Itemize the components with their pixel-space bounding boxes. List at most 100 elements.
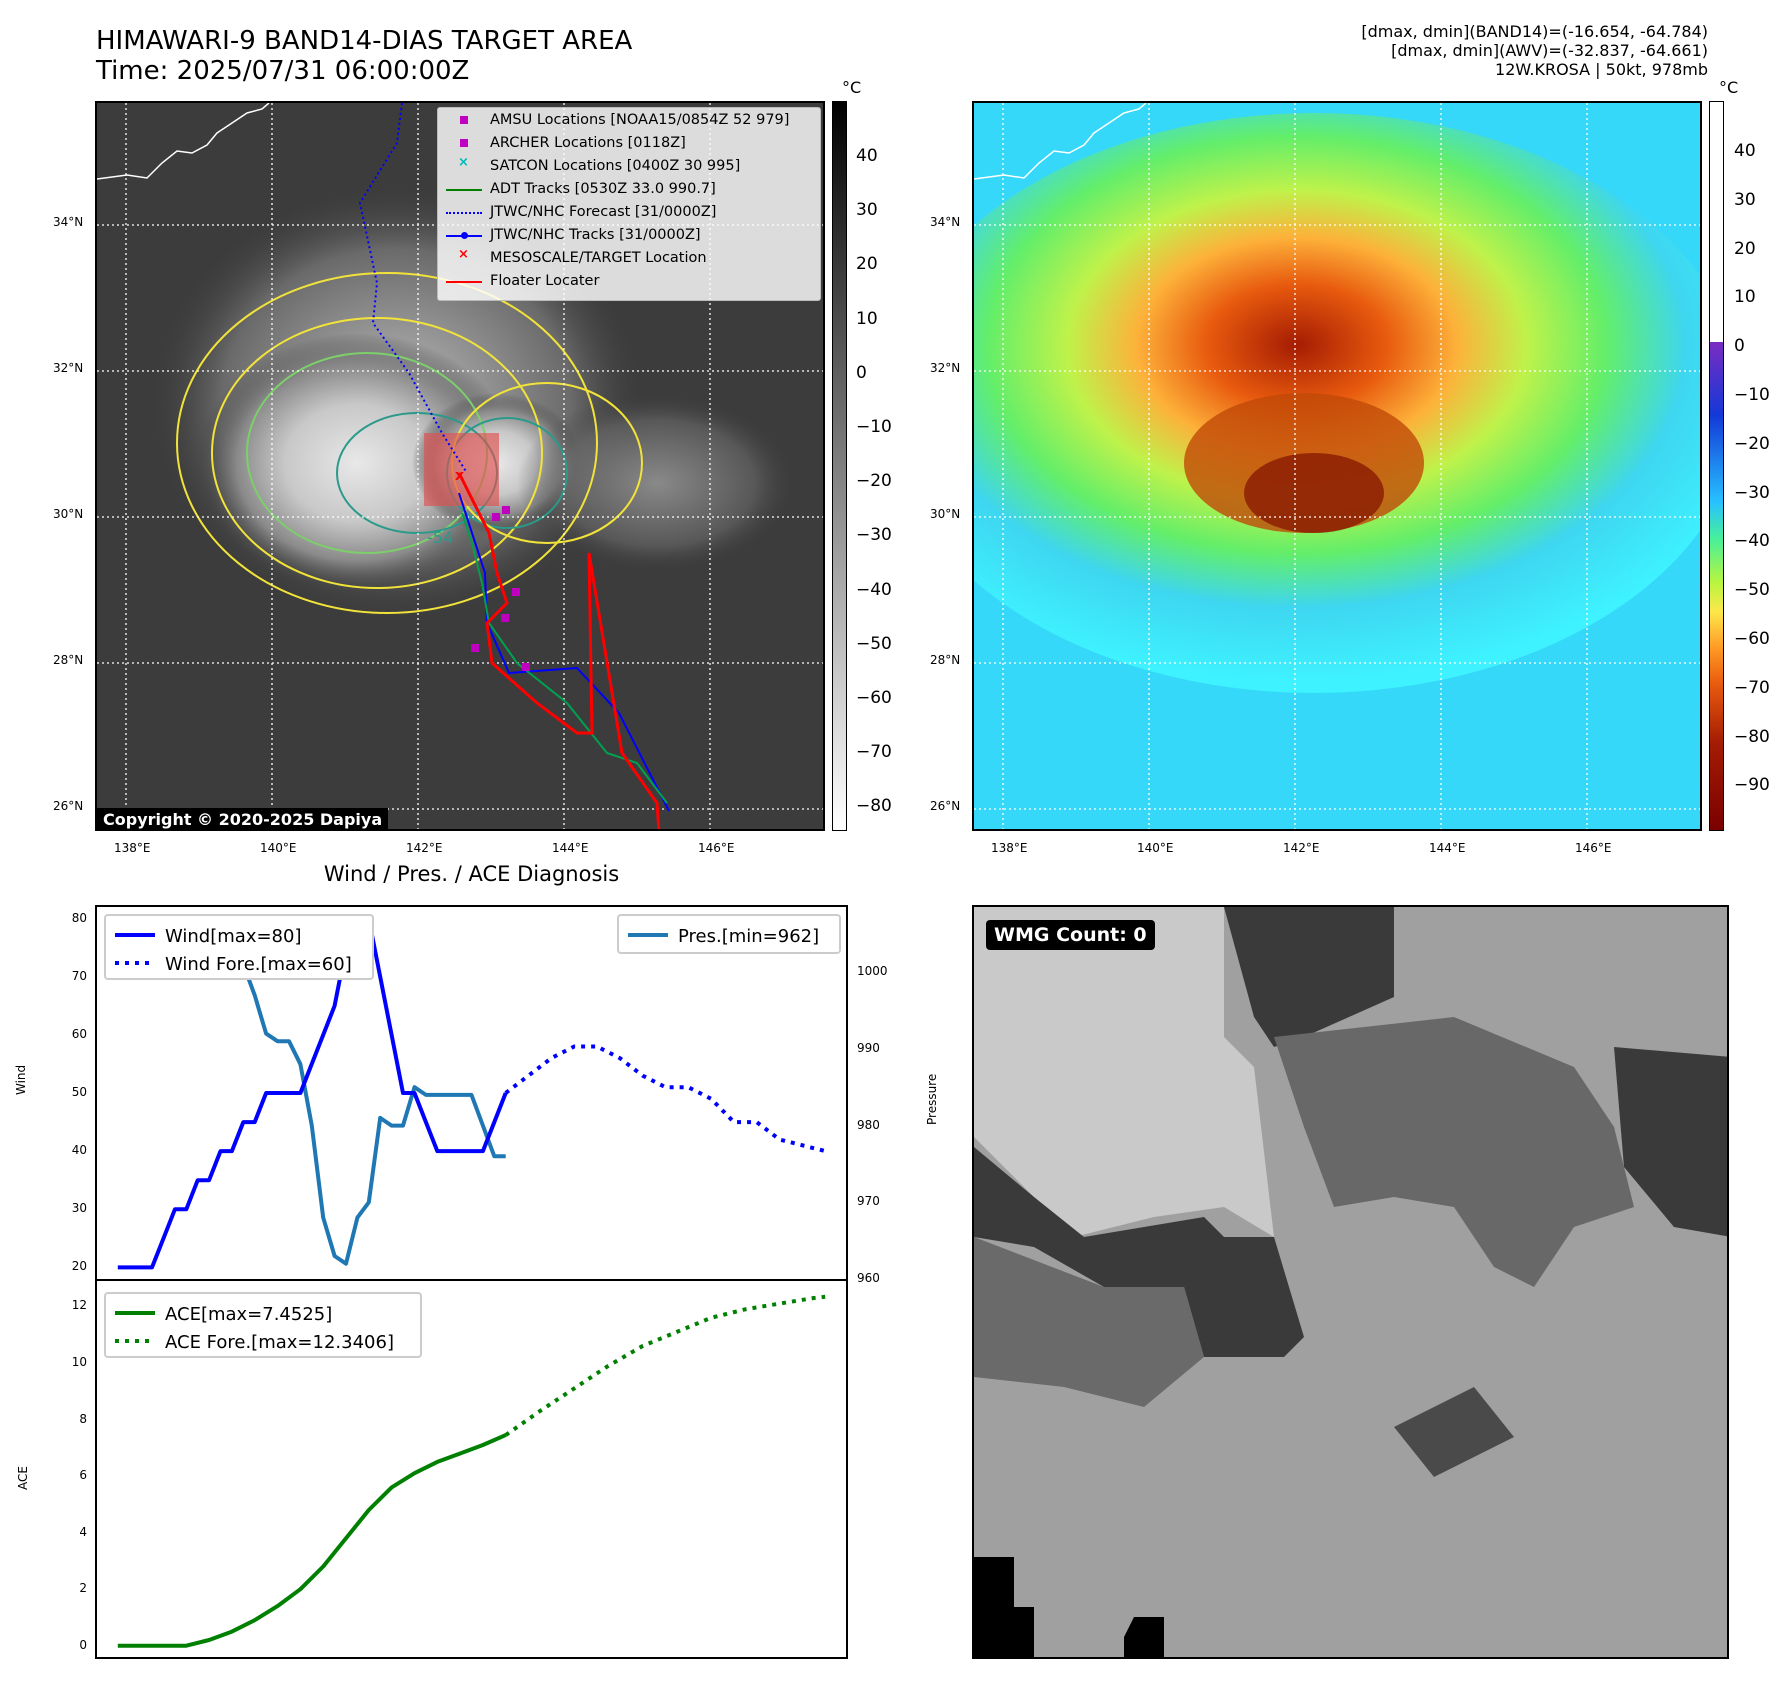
awv-colorbar-tick-label: −80 bbox=[1734, 726, 1770, 747]
wind-tick-label: 20 bbox=[71, 1259, 87, 1274]
awv-colorbar-tick-label: −40 bbox=[1734, 531, 1770, 552]
pressure-tick-label: 990 bbox=[857, 1040, 880, 1055]
wind-forecast-line bbox=[504, 1044, 826, 1154]
awv-colorbar-tick-label: −10 bbox=[1734, 385, 1770, 405]
legend-label: Wind[max=80] bbox=[165, 926, 302, 947]
title-line-2: Time: 2025/07/31 06:00:00Z bbox=[96, 56, 470, 86]
plot-frame bbox=[95, 905, 848, 1659]
lon-tick-label: 144°E bbox=[552, 841, 589, 855]
lon-tick-label: 144°E bbox=[1429, 841, 1466, 855]
lon-tick-label: 138°E bbox=[991, 841, 1028, 855]
lat-tick-label: 32°N bbox=[53, 361, 84, 375]
lon-tick-label: 146°E bbox=[1575, 841, 1612, 855]
wind-axis-label: Wind bbox=[14, 1064, 28, 1095]
awv-colorbar-tick-label: 0 bbox=[1734, 336, 1745, 357]
ace-forecast-line bbox=[504, 1294, 826, 1437]
ir-colorbar-tick-label: −30 bbox=[856, 525, 892, 546]
diagnosis-title: Wind / Pres. / ACE Diagnosis bbox=[323, 862, 620, 886]
awv-colorbar-tick-label: −60 bbox=[1734, 629, 1770, 649]
diagnosis-plot: Wind[max=80] Wind Fore.[max=60] Pres.[min=… bbox=[95, 905, 848, 1659]
awv-colorbar-tick-label: 40 bbox=[1734, 141, 1756, 161]
legend-item-tracks: JTWC/NHC Tracks [31/0000Z] bbox=[446, 227, 701, 249]
square-marker-icon bbox=[446, 135, 482, 151]
wmg-count-badge: WMG Count: 0 bbox=[986, 920, 1155, 950]
pressure-tick-label: 970 bbox=[857, 1194, 880, 1209]
amsu-markers bbox=[471, 506, 530, 671]
legend-label: Wind Fore.[max=60] bbox=[165, 954, 352, 975]
dotted-line-icon bbox=[446, 204, 482, 220]
pressure-legend bbox=[617, 914, 841, 954]
awv-colorbar-tick-label: 20 bbox=[1734, 238, 1756, 259]
pressure-tick-label: 980 bbox=[857, 1117, 880, 1132]
awv-colorbar-unit: °C bbox=[1719, 78, 1739, 97]
legend-item-adt: ADT Tracks [0530Z 33.0 990.7] bbox=[446, 181, 716, 203]
lon-tick-label: 142°E bbox=[1283, 841, 1320, 855]
ir-colorbar-tick-label: 0 bbox=[856, 362, 867, 383]
ace-tick-label: 10 bbox=[71, 1354, 87, 1369]
ace-tick-label: 4 bbox=[79, 1524, 87, 1539]
wind-tick-label: 40 bbox=[71, 1143, 87, 1158]
square-marker-icon bbox=[446, 112, 482, 128]
lat-tick-label: 28°N bbox=[930, 653, 961, 667]
diagnosis-svg: Wind[max=80] Wind Fore.[max=60] Pres.[min=… bbox=[95, 905, 848, 1659]
ir-colorbar-tick-label: −60 bbox=[856, 688, 892, 708]
info-line-3: 12W.KROSA | 50kt, 978mb bbox=[1495, 60, 1708, 79]
wmg-panel bbox=[972, 905, 1729, 1659]
awv-map bbox=[974, 103, 1700, 829]
ir-colorbar-tick-label: −20 bbox=[856, 471, 892, 492]
wind-legend bbox=[104, 914, 374, 980]
legend-item-archer: ARCHER Locations [0118Z] bbox=[446, 135, 686, 157]
lon-tick-label: 146°E bbox=[698, 841, 735, 855]
ace-tick-label: 8 bbox=[79, 1411, 87, 1426]
awv-colorbar-tick-label: −70 bbox=[1734, 677, 1770, 698]
ir-colorbar-tick-label: −70 bbox=[856, 742, 892, 763]
wind-tick-label: 30 bbox=[71, 1201, 87, 1216]
awv-colorbar-tick-label: 10 bbox=[1734, 287, 1756, 308]
awv-colorbar-tick-label: −30 bbox=[1734, 482, 1770, 503]
x-marker-icon: × bbox=[458, 247, 469, 262]
ace-axis-label: ACE bbox=[16, 1466, 30, 1490]
wmg-image bbox=[974, 907, 1727, 1657]
wmg-mid-region bbox=[1274, 1017, 1634, 1287]
contour-label: -54 bbox=[427, 528, 453, 547]
central-dense-overcast bbox=[197, 333, 517, 593]
info-line-2: [dmax, dmin](AWV)=(-32.837, -64.661) bbox=[1391, 41, 1708, 60]
target-marker: x bbox=[455, 468, 464, 484]
lon-tick-label: 140°E bbox=[260, 841, 297, 855]
ace-tick-label: 0 bbox=[79, 1637, 87, 1652]
lat-tick-label: 30°N bbox=[930, 507, 961, 521]
ir-colorbar-unit: °C bbox=[842, 78, 862, 97]
contour-yellow-outer bbox=[176, 272, 598, 614]
awv-gridlines bbox=[974, 103, 1700, 829]
wind-tick-label: 60 bbox=[71, 1026, 87, 1041]
wind-tick-label: 80 bbox=[71, 910, 87, 925]
target-box bbox=[424, 433, 499, 506]
figure-info: [dmax, dmin](BAND14)=(-16.654, -64.784) … bbox=[1361, 22, 1708, 79]
ace-legend bbox=[104, 1292, 422, 1358]
pressure-tick-label: 1000 bbox=[857, 964, 888, 979]
info-line-1: [dmax, dmin](BAND14)=(-16.654, -64.784) bbox=[1361, 22, 1708, 41]
wind-tick-label: 70 bbox=[71, 968, 87, 983]
legend-item-satcon: × SATCON Locations [0400Z 30 995] bbox=[446, 155, 740, 180]
legend-item-floater: Floater Locater bbox=[446, 273, 599, 295]
ir-colorbar-tick-label: −50 bbox=[856, 633, 892, 654]
awv-colorbar-tick-label: −20 bbox=[1734, 433, 1770, 454]
lat-tick-label: 26°N bbox=[930, 799, 961, 813]
map-legend: AMSU Locations [NOAA15/0854Z 52 979] ARC… bbox=[437, 107, 821, 301]
pressure-tick-label: 960 bbox=[857, 1271, 880, 1285]
legend-item-target: × MESOSCALE/TARGET Location bbox=[446, 247, 707, 272]
ir-colorbar-tick-label: 40 bbox=[856, 146, 878, 166]
awv-colorbar-tick-label: −50 bbox=[1734, 580, 1770, 601]
line-icon bbox=[446, 273, 482, 289]
line-icon bbox=[446, 181, 482, 197]
awv-colorbar-tick-label: −90 bbox=[1734, 775, 1770, 796]
ace-tick-label: 12 bbox=[71, 1298, 87, 1313]
figure-title: HIMAWARI-9 BAND14-DIAS TARGET AREA Time:… bbox=[96, 26, 632, 86]
ir-colorbar-tick-label: 10 bbox=[856, 308, 878, 329]
awv-map-panel bbox=[972, 101, 1702, 831]
ir-colorbar-tick-label: 20 bbox=[856, 254, 878, 275]
legend-label: ACE[max=7.4525] bbox=[165, 1304, 332, 1325]
ir-colorbar-tick-label: −10 bbox=[856, 417, 892, 437]
lat-tick-label: 34°N bbox=[53, 215, 84, 229]
awv-colorbar-tick-label: 30 bbox=[1734, 189, 1756, 210]
